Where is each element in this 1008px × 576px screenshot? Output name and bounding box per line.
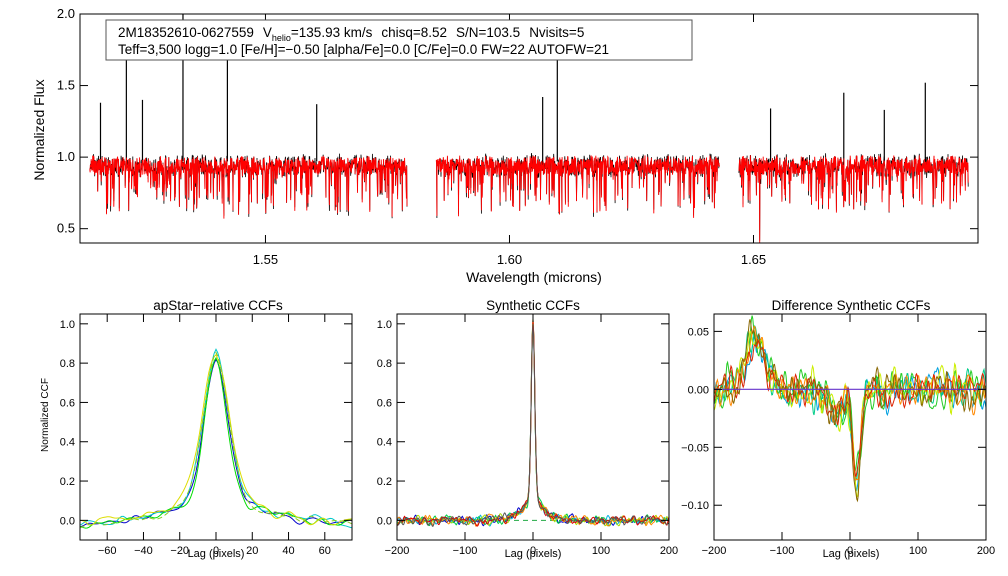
- spectrum-xlabel: Wavelength (microns): [466, 269, 602, 285]
- synthetic-ccf-title: Synthetic CCFs: [486, 298, 580, 313]
- apstar-ccf-series-combined: [79, 351, 353, 529]
- difference-ccf-title: Difference Synthetic CCFs: [772, 298, 931, 313]
- ytick-label: 0.5: [57, 221, 75, 236]
- xtick-label: −100: [770, 545, 795, 557]
- xtick-label: 100: [592, 545, 610, 557]
- vhelio-label: V: [263, 25, 272, 40]
- ytick-label: 0.6: [60, 397, 75, 409]
- chisq-value: chisq=8.52: [381, 25, 447, 40]
- ytick-label: 0.05: [688, 326, 709, 338]
- annotation-line-1: 2M18352610-0627559 Vhelio=135.93 km/s chis…: [118, 25, 584, 43]
- xtick-label: 200: [660, 545, 678, 557]
- spectrum-ticks: 1.55 1.60 1.65 0.5 1.0 1.5 2.0: [57, 6, 978, 267]
- spectrum-axes-frame: [79, 13, 979, 244]
- ytick-label: 1.0: [377, 319, 392, 331]
- apstar-ccf-series-visit-4: [79, 353, 353, 526]
- synthetic-ccf-axes-frame: [396, 313, 670, 541]
- ytick-label: −0.05: [681, 442, 709, 454]
- annotation-box: [105, 19, 693, 61]
- apstar-ccf-traces: [79, 348, 353, 529]
- ytick-label: 0.6: [377, 397, 392, 409]
- ytick-label: −0.10: [681, 500, 709, 512]
- model-spectrum-line: [435, 155, 720, 218]
- apstar-ccf-xlabel: Lag (pixels): [188, 548, 245, 560]
- spectrum-panel: 1.55 1.60 1.65 0.5 1.0 1.5 2.0 2M18352610-0627…: [31, 6, 979, 285]
- synthetic-ccf-series-visit-3: [396, 321, 670, 527]
- synthetic-ccf-series-visit-1: [396, 323, 670, 527]
- ytick-label: 0.2: [377, 476, 392, 488]
- difference-ccf-panel: Difference Synthetic CCFs −200 −100 0 100 20…: [681, 298, 995, 560]
- difference-ccf-series-visit-6: [714, 339, 986, 477]
- ytick-label: 0.00: [688, 384, 709, 396]
- apstar-ccf-ylabel: Normalized CCF: [40, 378, 51, 452]
- ytick-label: 0.4: [377, 437, 392, 449]
- difference-ccf-traces: [714, 315, 986, 503]
- star-id: 2M18352610-0627559: [118, 25, 254, 40]
- synthetic-ccf-series-visit-5: [396, 324, 670, 527]
- model-spectrum-line: [89, 155, 408, 219]
- xtick-label: 20: [246, 545, 258, 557]
- nvisits-value: Nvisits=5: [529, 25, 584, 40]
- ytick-label: 0.0: [377, 515, 392, 527]
- ytick-label: 0.0: [60, 515, 75, 527]
- xtick-label: −100: [453, 545, 478, 557]
- ytick-label: 1.5: [57, 78, 75, 93]
- apstar-ccf-panel: apStar−relative CCFs −60 −40 −20 0 20 40 60 0.0…: [40, 298, 353, 560]
- synthetic-ccf-series-visit-2: [396, 324, 670, 527]
- xtick-label: −200: [385, 545, 410, 557]
- apstar-ccf-series-visit-2: [79, 348, 353, 529]
- ytick-label: 0.8: [60, 358, 75, 370]
- model-spectrum-line: [738, 155, 969, 243]
- synthetic-ccf-traces: [396, 318, 670, 527]
- xtick-label: 1.55: [253, 252, 278, 267]
- xtick-label: −200: [702, 545, 727, 557]
- apstar-ccf-title: apStar−relative CCFs: [153, 298, 283, 313]
- xtick-label: 60: [319, 545, 331, 557]
- apstar-ccf-ticks: −60 −40 −20 0 20 40 60 0.0 0.2 0.4 0.6 0.8 1.0: [60, 314, 352, 557]
- xtick-label: 0: [530, 545, 536, 557]
- sn-value: S/N=103.5: [456, 25, 520, 40]
- spectrum-traces: [89, 14, 969, 243]
- difference-ccf-series-visit-7: [714, 319, 986, 503]
- xtick-label: 100: [909, 545, 927, 557]
- synthetic-ccf-xlabel: Lag (pixels): [505, 548, 562, 560]
- synthetic-ccf-series-visit-7: [397, 324, 670, 527]
- spectrum-ylabel: Normalized Flux: [31, 79, 47, 180]
- ytick-label: 0.8: [377, 358, 392, 370]
- synthetic-ccf-series-visit-4: [396, 318, 670, 527]
- ytick-label: 1.0: [60, 319, 75, 331]
- apstar-ccf-series-visit-1: [79, 358, 353, 528]
- xtick-label: 40: [282, 545, 294, 557]
- difference-ccf-xlabel: Lag (pixels): [823, 548, 880, 560]
- ytick-label: 2.0: [57, 6, 75, 21]
- synthetic-ccf-series-visit-6: [396, 319, 670, 527]
- ytick-label: 0.4: [60, 437, 75, 449]
- annotation-line-2: Teff=3,500 logg=1.0 [Fe/H]=−0.50 [alpha/…: [118, 42, 609, 57]
- xtick-label: 1.65: [741, 252, 766, 267]
- xtick-label: 0: [213, 545, 219, 557]
- xtick-label: −40: [134, 545, 153, 557]
- vhelio-value: =135.93 km/s: [291, 25, 373, 40]
- xtick-label: −20: [170, 545, 189, 557]
- ytick-label: 0.2: [60, 476, 75, 488]
- apstar-ccf-axes-frame: [79, 313, 353, 541]
- apstar-ccf-series-visit-3: [79, 356, 353, 529]
- xtick-label: 0: [847, 545, 853, 557]
- ytick-label: 1.0: [57, 149, 75, 164]
- xtick-label: 1.60: [497, 252, 522, 267]
- xtick-label: 200: [977, 545, 995, 557]
- difference-ccf-ticks: −200 −100 0 100 200 −0.10 −0.05 0.00 0.05: [681, 314, 995, 557]
- synthetic-ccf-ticks: −200 −100 0 100 200 0.0 0.2 0.4 0.6 0.8 1.0: [377, 314, 678, 557]
- xtick-label: −60: [98, 545, 117, 557]
- vhelio-subscript: helio: [272, 33, 291, 43]
- synthetic-ccf-panel: Synthetic CCFs −200 −100 0 100 200 0.0 0.2 0.4 0…: [377, 298, 678, 560]
